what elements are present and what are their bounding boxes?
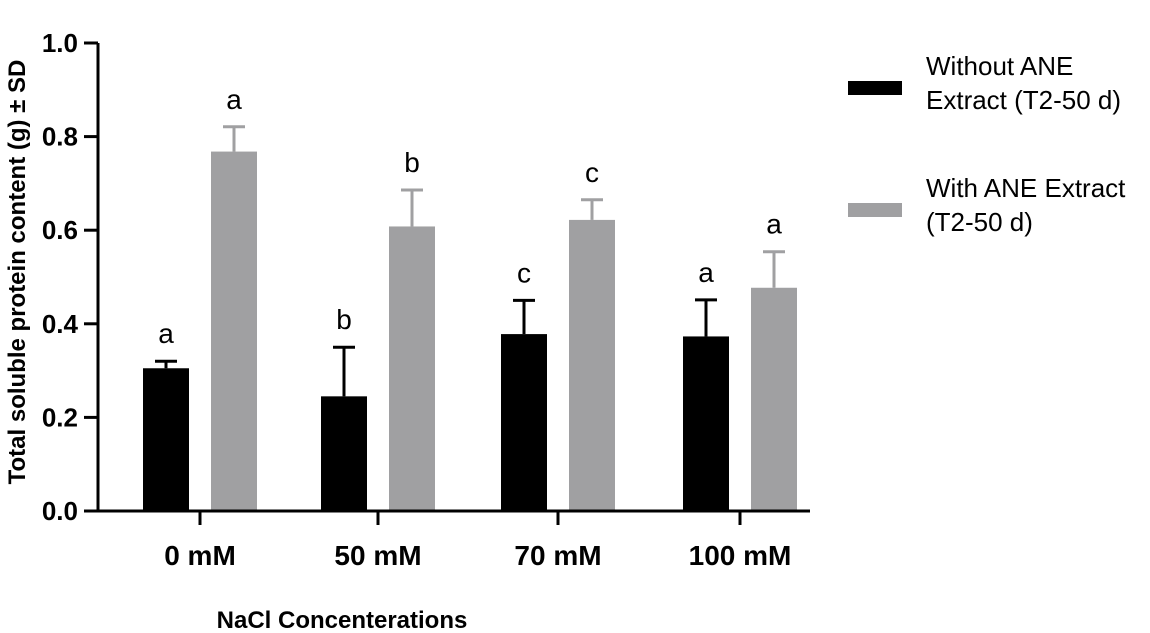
labels-layer: a b c a a b c a 0.0 0.2 0.4 0.6 0.8 1.0 0 mM 50 mM 70 mM… xyxy=(4,28,791,633)
bar xyxy=(501,334,547,511)
bar xyxy=(683,336,729,511)
significance-label: b xyxy=(404,147,420,178)
significance-label: a xyxy=(158,318,174,349)
bars-layer xyxy=(143,125,797,512)
bar xyxy=(211,151,257,512)
y-tick-label: 0.2 xyxy=(42,402,78,432)
legend-label: Extract (T2-50 d) xyxy=(926,85,1121,115)
x-tick-label: 50 mM xyxy=(334,540,421,571)
y-axis-title: Total soluble protein content (g) ± SD xyxy=(4,60,31,485)
x-tick-label: 0 mM xyxy=(164,540,236,571)
x-axis-title: NaCl Concenterations xyxy=(217,607,468,633)
legend-label: (T2-50 d) xyxy=(926,207,1033,237)
legend-swatch xyxy=(848,203,902,217)
bar xyxy=(751,287,797,511)
axes-layer xyxy=(84,41,810,525)
significance-label: a xyxy=(766,209,782,240)
legend-swatch xyxy=(848,81,902,95)
significance-label: c xyxy=(517,257,531,288)
legend-label: Without ANE xyxy=(926,51,1073,81)
significance-label: a xyxy=(698,257,714,288)
bar xyxy=(569,219,615,512)
legend-label: With ANE Extract xyxy=(926,173,1126,203)
legend: Without ANE Extract (T2-50 d) With ANE Ext… xyxy=(848,51,1126,237)
y-tick-label: 0.8 xyxy=(42,122,78,152)
significance-label: a xyxy=(226,84,242,115)
y-tick-label: 1.0 xyxy=(42,28,78,58)
y-tick-label: 0.4 xyxy=(42,309,79,339)
bar xyxy=(389,226,435,511)
bar xyxy=(143,368,189,511)
x-tick-label: 70 mM xyxy=(514,540,601,571)
significance-label: b xyxy=(336,304,352,335)
y-tick-label: 0.6 xyxy=(42,215,78,245)
x-tick-label: 100 mM xyxy=(689,540,792,571)
significance-label: c xyxy=(585,157,599,188)
y-tick-label: 0.0 xyxy=(42,496,78,526)
bar xyxy=(321,396,367,511)
